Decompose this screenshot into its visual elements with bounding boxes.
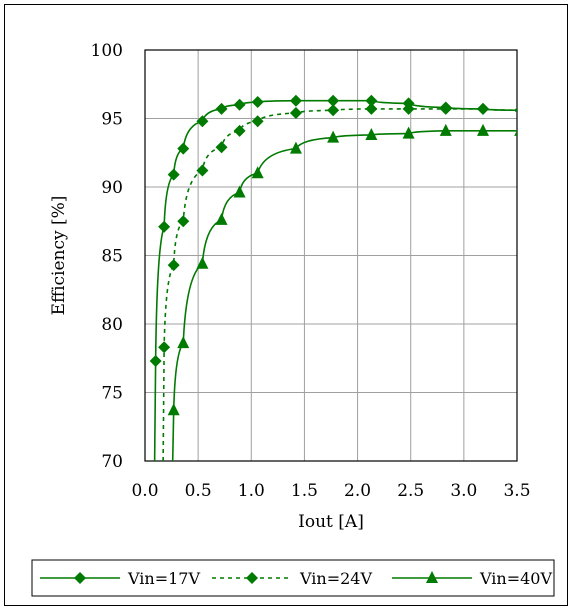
data-point-diamond — [402, 102, 415, 115]
data-point-diamond — [289, 94, 302, 107]
data-point-diamond — [196, 115, 209, 128]
data-point-diamond — [246, 572, 258, 584]
data-point-diamond — [177, 215, 190, 228]
data-point-triangle — [251, 166, 264, 179]
grid-lines — [145, 50, 517, 461]
legend-item: Vin=17V — [40, 569, 200, 588]
data-point-diamond — [196, 164, 209, 177]
data-point-diamond — [167, 168, 180, 181]
data-point-diamond — [365, 94, 378, 107]
x-tick-label: 1.0 — [238, 481, 265, 501]
data-point-diamond — [158, 220, 171, 233]
x-axis-label: Iout [A] — [298, 512, 364, 532]
data-point-diamond — [215, 141, 228, 154]
legend-item: Vin=24V — [212, 569, 372, 588]
plot-area — [144, 49, 518, 462]
y-tick-label: 85 — [101, 247, 123, 267]
legend-item: Vin=40V — [392, 569, 552, 588]
data-point-triangle — [476, 123, 489, 136]
x-tick-label: 3.5 — [503, 481, 530, 501]
data-point-diamond — [251, 96, 264, 109]
y-tick-label: 80 — [101, 315, 123, 335]
data-point-diamond — [233, 98, 246, 111]
data-point-triangle — [215, 212, 228, 225]
legend-items: Vin=17V Vin=24V Vin=40V — [40, 569, 552, 588]
data-point-diamond — [233, 124, 246, 137]
series-2 — [158, 102, 517, 461]
data-point-triangle — [439, 123, 452, 136]
data-point-diamond — [289, 107, 302, 120]
data-point-diamond — [74, 572, 86, 584]
series-line — [153, 99, 517, 461]
chart-frame — [4, 4, 568, 606]
data-point-diamond — [365, 102, 378, 115]
y-tick-label: 95 — [101, 110, 123, 130]
data-point-triangle — [233, 185, 246, 198]
y-axis-label: Efficiency [%] — [49, 196, 69, 316]
data-point-diamond — [514, 107, 517, 114]
series-layer — [149, 94, 517, 461]
x-tick-label: 1.5 — [291, 481, 318, 501]
y-tick-label: 75 — [101, 384, 123, 404]
series-3 — [167, 123, 517, 461]
data-point-triangle — [177, 336, 190, 349]
tick-labels: 0.0 0.5 1.0 1.5 2.0 2.5 3.0 3.5 70 75 80 85 90 95 100 — [91, 41, 531, 501]
data-point-diamond — [215, 102, 228, 115]
data-point-diamond — [177, 142, 190, 155]
legend-label: Vin=40V — [479, 569, 552, 588]
legend-label: Vin=17V — [127, 569, 200, 588]
data-point-triangle — [289, 141, 302, 154]
data-point-triangle — [402, 126, 415, 139]
data-point-triangle — [426, 571, 438, 583]
data-point-diamond — [167, 259, 180, 272]
data-point-triangle — [196, 256, 209, 269]
data-point-triangle — [365, 127, 378, 140]
data-point-triangle — [514, 130, 517, 136]
y-tick-label: 70 — [101, 452, 123, 472]
legend-label: Vin=24V — [299, 569, 372, 588]
data-point-diamond — [476, 102, 489, 115]
series-line — [171, 130, 517, 461]
data-point-diamond — [439, 102, 452, 115]
series-line — [162, 108, 517, 461]
data-point-diamond — [327, 94, 340, 107]
x-tick-label: 2.0 — [344, 481, 371, 501]
data-point-diamond — [149, 354, 162, 367]
x-tick-label: 0.5 — [185, 481, 212, 501]
data-point-diamond — [158, 341, 171, 354]
data-point-diamond — [251, 115, 264, 128]
series-1 — [149, 94, 517, 461]
y-tick-label: 100 — [91, 41, 123, 61]
x-tick-label: 3.0 — [450, 481, 477, 501]
x-tick-label: 2.5 — [397, 481, 424, 501]
data-point-triangle — [167, 403, 180, 416]
data-point-triangle — [327, 130, 340, 143]
data-point-diamond — [327, 104, 340, 117]
x-tick-label: 0.0 — [131, 481, 158, 501]
y-tick-label: 90 — [101, 178, 123, 198]
